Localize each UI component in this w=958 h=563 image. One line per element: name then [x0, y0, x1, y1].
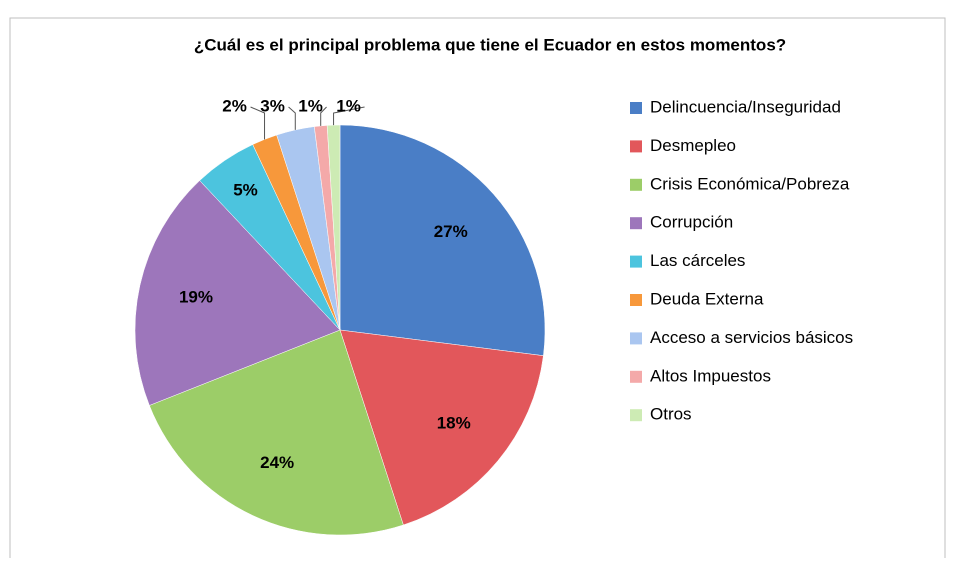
leader-line	[250, 106, 266, 140]
pie-slice	[134, 180, 341, 406]
legend-swatch	[630, 370, 642, 383]
leader-line	[288, 106, 296, 130]
leader-line	[333, 106, 365, 126]
legend-swatch	[630, 140, 642, 153]
legend-swatch	[630, 178, 642, 191]
legend-swatch	[630, 102, 642, 114]
legend-label: Desmepleo	[650, 136, 736, 155]
legend-label: Deuda Externa	[650, 289, 764, 308]
data-label: 24%	[260, 453, 294, 472]
data-label: 27%	[434, 222, 468, 241]
legend-label: Crisis Económica/Pobreza	[650, 174, 850, 193]
legend-label: Acceso a servicios básicos	[650, 328, 853, 347]
legend-swatch	[630, 255, 642, 268]
data-label: 19%	[179, 287, 213, 306]
pie-slice	[339, 329, 544, 526]
legend-label: Las cárceles	[650, 251, 745, 270]
pie-slice	[326, 124, 341, 331]
legend-label: Delincuencia/Inseguridad	[650, 97, 841, 116]
chart-title: ¿Cuál es el principal problema que tiene…	[194, 35, 786, 54]
legend-label: Corrupción	[650, 213, 733, 232]
data-label: 2%	[222, 96, 247, 115]
leader-line	[320, 106, 327, 126]
pie-slice	[149, 329, 404, 536]
legend-swatch	[630, 217, 642, 230]
legend-label: Otros	[650, 405, 692, 424]
pie-slice	[339, 124, 546, 356]
data-label: 1%	[298, 96, 323, 115]
data-label: 5%	[233, 180, 258, 199]
data-label: 1%	[336, 96, 361, 115]
data-label: 18%	[437, 414, 471, 433]
legend-swatch	[630, 294, 642, 306]
data-label: 3%	[260, 96, 285, 115]
legend-swatch	[630, 332, 642, 345]
legend-swatch	[630, 409, 642, 422]
legend-label: Altos Impuestos	[650, 366, 771, 385]
